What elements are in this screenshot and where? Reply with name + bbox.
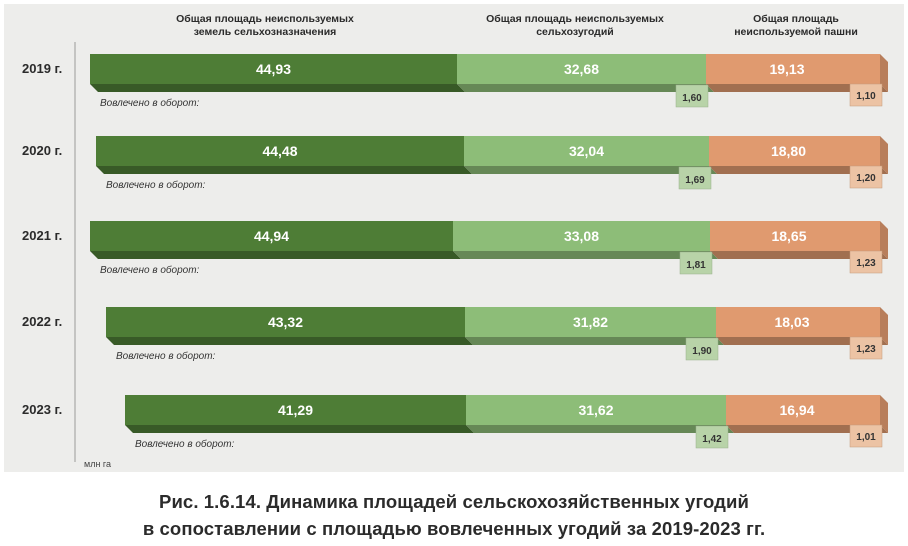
bar-bottom-face-2-3 xyxy=(709,166,888,174)
bar-value-series-1-row-1: 44,93 xyxy=(256,61,291,77)
involved-agri-box-3 xyxy=(679,251,713,275)
bar-series-3-row-3 xyxy=(710,221,880,251)
involved-label-5: Вовлечено в оборот: xyxy=(135,438,235,450)
legend-series-2-line-2: сельхозугодий xyxy=(536,26,614,38)
involved-arable-value-5: 1,01 xyxy=(856,432,876,443)
involved-label-1: Вовлечено в оборот: xyxy=(100,97,200,109)
involved-agri-value-5: 1,42 xyxy=(702,434,722,445)
involved-agri-box-2 xyxy=(678,166,712,190)
bar-series-2-row-3 xyxy=(453,221,710,251)
bar-bottom-face-2-2 xyxy=(464,166,717,174)
category-label-1: 2019 г. xyxy=(22,61,62,76)
involved-agri-value-2: 1,69 xyxy=(685,175,705,186)
figure-caption-line-1: Рис. 1.6.14. Динамика площадей сельскохо… xyxy=(159,491,749,512)
bar-value-series-3-row-1: 19,13 xyxy=(769,61,804,77)
bar-bottom-face-1-2 xyxy=(457,84,714,92)
bar-side-face-5 xyxy=(880,395,888,433)
involved-arable-value-1: 1,10 xyxy=(856,91,876,102)
involved-arable-box-2 xyxy=(849,165,883,189)
bar-value-series-3-row-2: 18,80 xyxy=(771,143,806,159)
bar-bottom-face-4-2 xyxy=(465,337,724,345)
bar-bottom-face-3-3 xyxy=(710,251,888,259)
legend-series-2-line-1: Общая площадь неиспользуемых xyxy=(486,13,664,25)
bar-series-3-row-1 xyxy=(706,54,880,84)
legend-series-1-line-2: земель сельхозназначения xyxy=(194,26,337,38)
bar-series-2-row-2 xyxy=(464,136,709,166)
bar-bottom-face-4-1 xyxy=(106,337,473,345)
involved-arable-box-4 xyxy=(849,336,883,360)
involved-agri-box-1 xyxy=(675,84,709,108)
figure-caption-line-2: в сопоставлении с площадью вовлеченных у… xyxy=(142,518,766,539)
category-label-3: 2021 г. xyxy=(22,228,62,243)
bar-series-3-row-4 xyxy=(716,307,880,337)
involved-agri-value-1: 1,60 xyxy=(682,93,702,104)
bar-bottom-face-3-1 xyxy=(90,251,461,259)
bar-series-1-row-3 xyxy=(90,221,453,251)
bar-value-series-2-row-4: 31,82 xyxy=(573,314,608,330)
involved-agri-value-4: 1,90 xyxy=(692,346,712,357)
bar-bottom-face-1-1 xyxy=(90,84,465,92)
bar-bottom-face-1-3 xyxy=(706,84,888,92)
bar-value-series-2-row-3: 33,08 xyxy=(564,228,599,244)
bar-value-series-3-row-5: 16,94 xyxy=(779,402,814,418)
bar-bottom-face-3-2 xyxy=(453,251,718,259)
bar-series-1-row-1 xyxy=(90,54,457,84)
involved-label-3: Вовлечено в оборот: xyxy=(100,264,200,276)
legend-series-3-line-2: неиспользуемой пашни xyxy=(734,26,858,38)
legend-series-1-line-1: Общая площадь неиспользуемых xyxy=(176,13,354,25)
bar-series-2-row-4 xyxy=(465,307,716,337)
involved-arable-box-5 xyxy=(849,424,883,448)
bar-value-series-1-row-5: 41,29 xyxy=(278,402,313,418)
bar-side-face-4 xyxy=(880,307,888,345)
bar-series-1-row-2 xyxy=(96,136,464,166)
involved-agri-box-5 xyxy=(695,425,729,449)
bar-series-1-row-4 xyxy=(106,307,465,337)
bar-value-series-1-row-3: 44,94 xyxy=(254,228,289,244)
bar-value-series-2-row-1: 32,68 xyxy=(564,61,599,77)
bar-value-series-3-row-4: 18,03 xyxy=(774,314,809,330)
involved-arable-value-2: 1,20 xyxy=(856,173,876,184)
bar-bottom-face-5-3 xyxy=(726,425,888,433)
involved-arable-box-1 xyxy=(849,83,883,107)
bar-bottom-face-2-1 xyxy=(96,166,472,174)
legend-series-3-line-1: Общая площадь xyxy=(753,13,839,25)
involved-label-4: Вовлечено в оборот: xyxy=(116,350,216,362)
category-label-4: 2022 г. xyxy=(22,314,62,329)
bar-bottom-face-5-1 xyxy=(125,425,474,433)
category-label-2: 2020 г. xyxy=(22,143,62,158)
involved-agri-value-3: 1,81 xyxy=(686,260,706,271)
bar-bottom-face-5-2 xyxy=(466,425,734,433)
involved-label-2: Вовлечено в оборот: xyxy=(106,179,206,191)
chart-panel: Общая площадь неиспользуемых земель сельх… xyxy=(4,4,904,472)
involved-arable-box-3 xyxy=(849,250,883,274)
bar-series-3-row-5 xyxy=(726,395,880,425)
involved-arable-value-3: 1,23 xyxy=(856,258,876,269)
category-label-5: 2023 г. xyxy=(22,402,62,417)
bar-series-2-row-5 xyxy=(466,395,726,425)
bar-value-series-1-row-4: 43,32 xyxy=(268,314,303,330)
bar-value-series-2-row-2: 32,04 xyxy=(569,143,604,159)
involved-arable-value-4: 1,23 xyxy=(856,344,876,355)
involved-agri-box-4 xyxy=(685,337,719,361)
bar-side-face-2 xyxy=(880,136,888,174)
bar-side-face-3 xyxy=(880,221,888,259)
bar-series-2-row-1 xyxy=(457,54,706,84)
bar-value-series-1-row-2: 44,48 xyxy=(262,143,297,159)
bar-value-series-3-row-3: 18,65 xyxy=(771,228,806,244)
bar-side-face-1 xyxy=(880,54,888,92)
bar-series-3-row-2 xyxy=(709,136,880,166)
bar-value-series-2-row-5: 31,62 xyxy=(578,402,613,418)
unit-label: млн га xyxy=(84,459,111,469)
bar-bottom-face-4-3 xyxy=(716,337,888,345)
bar-series-1-row-5 xyxy=(125,395,466,425)
